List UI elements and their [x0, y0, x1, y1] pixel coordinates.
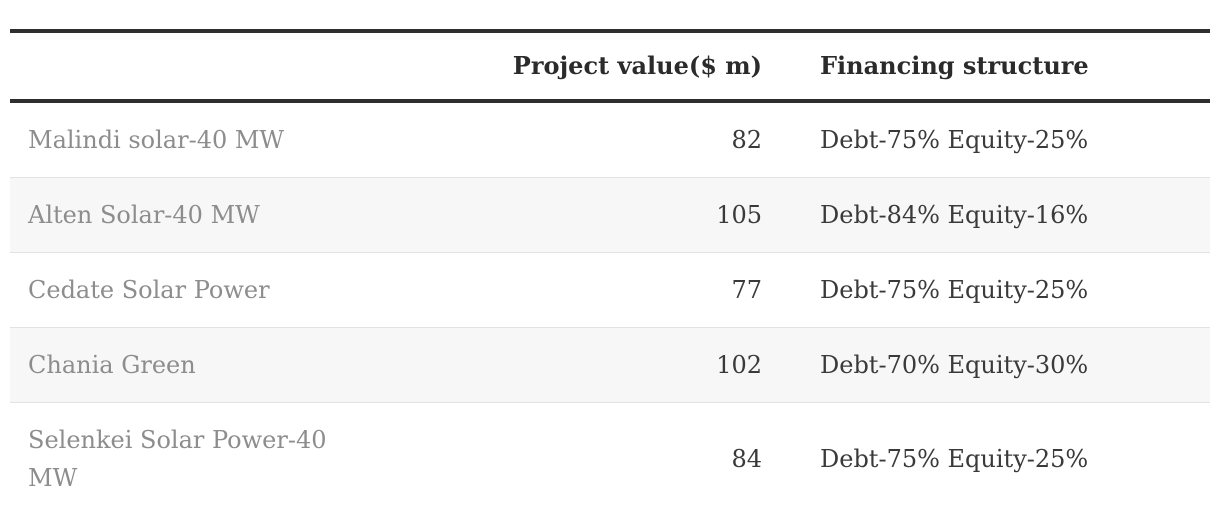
project-name-cell: Alten Solar-40 MW — [28, 201, 260, 229]
financing-structure-cell: Debt-70% Equity-30% — [820, 351, 1089, 379]
table-body: Malindi solar-40 MW 82 Debt-75% Equity-2… — [10, 101, 1210, 514]
table-header: Project value($ m) Financing structure — [10, 31, 1210, 103]
financing-structure-cell: Debt-75% Equity-25% — [820, 126, 1089, 154]
header-project-name — [10, 31, 355, 103]
project-financing-table: Project value($ m) Financing structure M… — [10, 29, 1210, 514]
table-row: Cedate Solar Power 77 Debt-75% Equity-25… — [10, 252, 1210, 328]
project-value-cell: 105 — [716, 201, 762, 229]
header-financing-structure: Financing structure — [790, 31, 1210, 103]
table-row: Selenkei Solar Power-40 MW 84 Debt-75% E… — [10, 402, 1210, 514]
table-row: Alten Solar-40 MW 105 Debt-84% Equity-16… — [10, 177, 1210, 253]
project-value-cell: 84 — [731, 445, 762, 473]
project-value-cell: 77 — [731, 276, 762, 304]
financing-structure-cell: Debt-84% Equity-16% — [820, 201, 1089, 229]
project-name-cell: Cedate Solar Power — [28, 276, 270, 304]
project-name-cell: Selenkei Solar Power-40 MW — [28, 426, 327, 492]
financing-structure-cell: Debt-75% Equity-25% — [820, 445, 1089, 473]
project-name-cell: Malindi solar-40 MW — [28, 126, 285, 154]
table-row: Chania Green 102 Debt-70% Equity-30% — [10, 327, 1210, 403]
header-row: Project value($ m) Financing structure — [10, 31, 1210, 103]
header-project-value: Project value($ m) — [355, 31, 790, 103]
project-value-cell: 102 — [716, 351, 762, 379]
table-row: Malindi solar-40 MW 82 Debt-75% Equity-2… — [10, 101, 1210, 178]
project-value-cell: 82 — [731, 126, 762, 154]
financing-structure-cell: Debt-75% Equity-25% — [820, 276, 1089, 304]
project-name-cell: Chania Green — [28, 351, 196, 379]
